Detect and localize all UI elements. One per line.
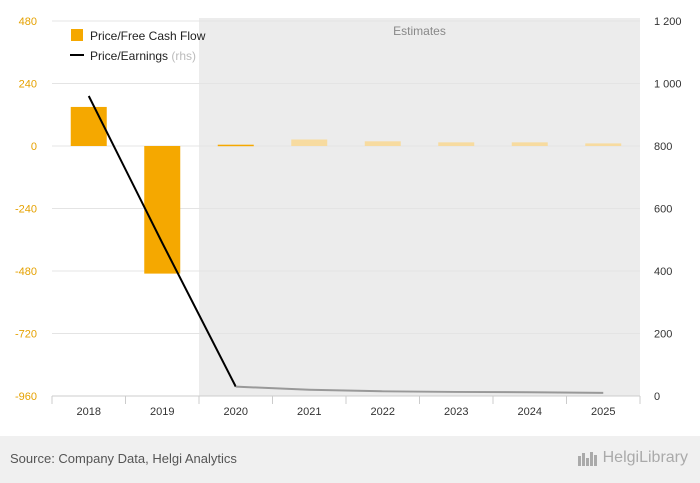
legend-line-label: Price/Earnings — [90, 49, 168, 63]
left-tick-label: -720 — [15, 329, 37, 341]
x-tick-label: 2022 — [371, 406, 395, 418]
brand-name: HelgiLibrary — [602, 449, 688, 466]
line-estimate — [235, 385, 604, 394]
right-tick-label: 600 — [654, 204, 672, 216]
right-tick-label: 800 — [654, 141, 672, 153]
right-axis: 1 200 1 000 800 600 400 200 0 — [654, 16, 682, 403]
source-text: Source: Company Data, Helgi Analytics — [10, 451, 237, 466]
x-tick-label: 2025 — [591, 406, 615, 418]
estimates-region — [199, 18, 640, 396]
bar-2022 — [364, 141, 401, 146]
x-tick-label: 2021 — [297, 406, 321, 418]
footer: Source: Company Data, Helgi Analytics He… — [0, 436, 700, 483]
bar-2021 — [291, 139, 328, 146]
x-tick-label: 2018 — [77, 406, 101, 418]
right-tick-label: 400 — [654, 266, 672, 278]
right-tick-label: 0 — [654, 391, 660, 403]
line-series — [87, 95, 604, 394]
bar-2024 — [511, 142, 548, 146]
brand-logo[interactable]: HelgiLibrary — [577, 449, 688, 467]
legend-bar-swatch — [71, 29, 83, 41]
right-tick-label: 200 — [654, 329, 672, 341]
x-tick-label: 2019 — [150, 406, 174, 418]
estimates-label: Estimates — [393, 24, 446, 38]
left-tick-label: 240 — [19, 79, 37, 91]
bar-2020 — [217, 144, 254, 147]
library-icon — [577, 452, 597, 466]
bar-2025 — [585, 143, 622, 146]
line-actual — [87, 95, 237, 388]
svg-text:Price/Earnings (rhs): Price/Earnings (rhs) — [90, 49, 196, 63]
right-tick-label: 1 000 — [654, 79, 682, 91]
x-tick-label: 2020 — [224, 406, 248, 418]
legend: Price/Free Cash Flow Price/Earnings (rhs… — [70, 29, 206, 63]
x-tick-label: 2023 — [444, 406, 468, 418]
left-tick-label: 0 — [31, 141, 37, 153]
legend-line-note: (rhs) — [171, 49, 196, 63]
right-tick-label: 1 200 — [654, 16, 682, 28]
bar-2018 — [70, 106, 107, 146]
left-tick-label: -240 — [15, 204, 37, 216]
legend-bar-label: Price/Free Cash Flow — [90, 29, 206, 43]
bar-2023 — [438, 142, 475, 146]
bar-2019 — [144, 146, 181, 274]
left-tick-label: 480 — [19, 16, 37, 28]
left-axis: 480 240 0 -240 -480 -720 -960 — [15, 16, 37, 403]
x-tick-label: 2024 — [518, 406, 542, 418]
left-tick-label: -960 — [15, 391, 37, 403]
x-axis: 2018 2019 2020 2021 2022 2023 2024 2025 — [51, 395, 641, 418]
left-tick-label: -480 — [15, 266, 37, 278]
bar-series — [70, 106, 622, 274]
